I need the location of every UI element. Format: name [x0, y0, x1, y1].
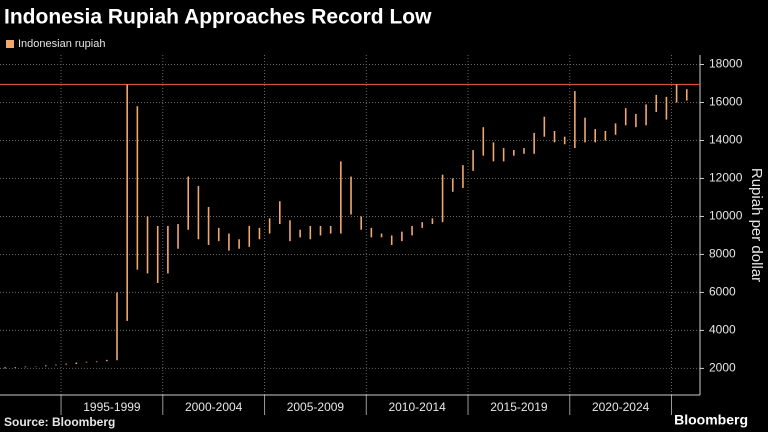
x-period-label: 2010-2014 — [388, 400, 446, 414]
y-tick-label: 2000 — [709, 361, 736, 375]
y-tick-label: 14000 — [709, 133, 743, 147]
x-period-label: 2020-2024 — [592, 400, 650, 414]
chart-title: Indonesia Rupiah Approaches Record Low — [4, 6, 432, 29]
legend-label: Indonesian rupiah — [18, 38, 105, 50]
y-tick-label: 8000 — [709, 247, 736, 261]
y-tick-label: 6000 — [709, 285, 736, 299]
y-tick-label: 10000 — [709, 209, 743, 223]
legend-swatch — [6, 40, 14, 48]
y-tick-label: 4000 — [709, 323, 736, 337]
y-tick-label: 18000 — [709, 57, 743, 71]
source: Source: Bloomberg — [4, 415, 115, 429]
x-period-label: 2005-2009 — [287, 400, 345, 414]
brand: Bloomberg — [674, 412, 748, 428]
y-axis-title: Rupiah per dollar — [748, 168, 765, 282]
x-period-label: 2015-2019 — [490, 400, 548, 414]
x-period-label: 1995-1999 — [83, 400, 141, 414]
y-tick-label: 12000 — [709, 171, 743, 185]
x-period-label: 2000-2004 — [185, 400, 243, 414]
y-tick-label: 16000 — [709, 95, 743, 109]
